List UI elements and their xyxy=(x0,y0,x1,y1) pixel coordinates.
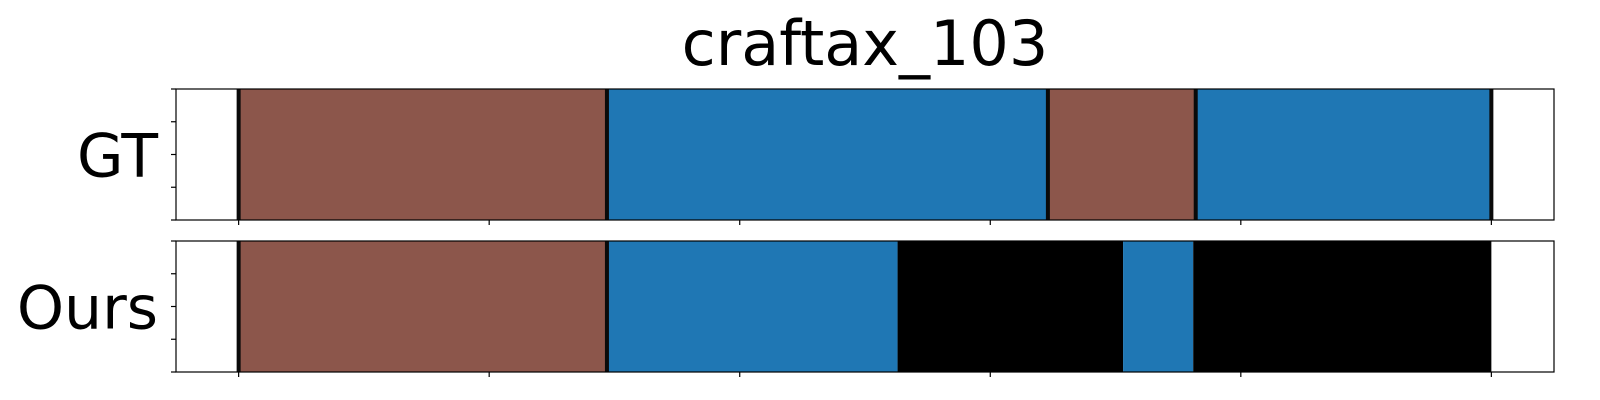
row-label: GT xyxy=(77,122,158,192)
row-1: Ours xyxy=(17,240,1555,377)
segment-bar xyxy=(1193,241,1492,372)
chart-title: craftax_103 xyxy=(682,7,1049,80)
row-0: GT xyxy=(77,88,1555,225)
segment-bar xyxy=(1123,241,1194,372)
segment-bar xyxy=(1195,89,1492,220)
segment-bar xyxy=(1047,89,1196,220)
rows-layer: GT Ours xyxy=(17,88,1555,377)
segment-bar xyxy=(606,89,1048,220)
segment-bar xyxy=(238,89,607,220)
row-label: Ours xyxy=(17,274,158,344)
segment-bar xyxy=(606,241,898,372)
segment-bar xyxy=(897,241,1124,372)
segment-bar xyxy=(238,241,607,372)
